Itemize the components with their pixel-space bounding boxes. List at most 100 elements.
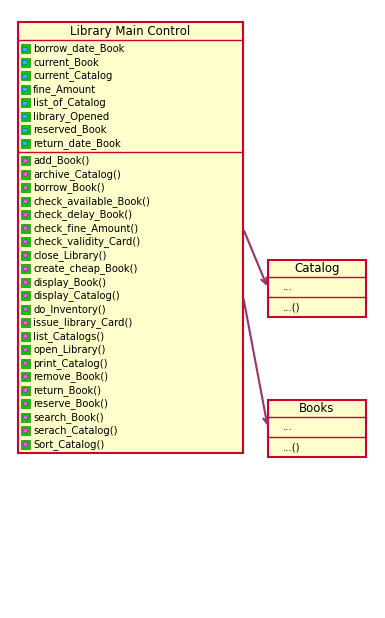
Bar: [21, 277, 30, 287]
Polygon shape: [23, 212, 28, 218]
Bar: [21, 305, 30, 314]
Bar: [271, 282, 280, 292]
Text: display_Book(): display_Book(): [33, 277, 106, 288]
Bar: [21, 399, 30, 408]
Polygon shape: [23, 441, 28, 447]
Text: Catalog: Catalog: [294, 262, 340, 275]
Bar: [21, 44, 30, 53]
Bar: [21, 386, 30, 395]
Polygon shape: [23, 307, 28, 312]
Polygon shape: [23, 293, 28, 298]
Bar: [268, 260, 366, 317]
Bar: [21, 71, 30, 80]
Bar: [22, 114, 27, 118]
Polygon shape: [23, 333, 28, 339]
Text: borrow_date_Book: borrow_date_Book: [33, 43, 124, 54]
Text: remove_Book(): remove_Book(): [33, 371, 108, 382]
Bar: [21, 57, 30, 67]
Polygon shape: [23, 401, 28, 407]
Text: ...(): ...(): [283, 442, 301, 452]
Bar: [21, 170, 30, 179]
Bar: [22, 87, 27, 91]
Text: ...: ...: [283, 422, 293, 432]
Polygon shape: [23, 185, 28, 190]
Text: return_Book(): return_Book(): [33, 385, 101, 396]
Bar: [21, 372, 30, 381]
Bar: [22, 60, 27, 64]
Bar: [22, 142, 27, 145]
Bar: [21, 224, 30, 233]
Text: list_Catalogs(): list_Catalogs(): [33, 331, 104, 342]
Text: borrow_Book(): borrow_Book(): [33, 182, 105, 193]
Text: open_Library(): open_Library(): [33, 344, 105, 355]
Text: create_cheap_Book(): create_cheap_Book(): [33, 263, 137, 274]
Text: add_Book(): add_Book(): [33, 155, 89, 166]
Polygon shape: [23, 171, 28, 177]
Text: check_delay_Book(): check_delay_Book(): [33, 210, 132, 220]
Bar: [21, 359, 30, 368]
Text: issue_library_Card(): issue_library_Card(): [33, 317, 132, 328]
Polygon shape: [23, 428, 28, 434]
Text: close_Library(): close_Library(): [33, 250, 106, 261]
Text: Sort_Catalog(): Sort_Catalog(): [33, 439, 104, 450]
Bar: [18, 22, 243, 453]
Text: serach_Catalog(): serach_Catalog(): [33, 425, 117, 436]
Bar: [21, 210, 30, 219]
Text: library_Opened: library_Opened: [33, 111, 109, 122]
Polygon shape: [23, 320, 28, 326]
Text: print_Catalog(): print_Catalog(): [33, 358, 107, 369]
Polygon shape: [23, 374, 28, 379]
Polygon shape: [23, 252, 28, 258]
Polygon shape: [23, 158, 28, 164]
Bar: [21, 237, 30, 246]
Polygon shape: [23, 198, 28, 204]
Text: do_Inventory(): do_Inventory(): [33, 304, 105, 315]
Text: list_of_Catalog: list_of_Catalog: [33, 97, 106, 108]
Polygon shape: [23, 360, 28, 366]
Bar: [272, 285, 277, 289]
Polygon shape: [23, 279, 28, 285]
Bar: [21, 332, 30, 341]
Bar: [21, 413, 30, 421]
Text: check_fine_Amount(): check_fine_Amount(): [33, 223, 138, 234]
Text: current_Catalog: current_Catalog: [33, 70, 112, 81]
Text: Library Main Control: Library Main Control: [70, 25, 191, 38]
Text: archive_Catalog(): archive_Catalog(): [33, 169, 121, 180]
Bar: [22, 47, 27, 51]
Bar: [268, 400, 366, 457]
Polygon shape: [23, 415, 28, 420]
Text: reserve_Book(): reserve_Book(): [33, 398, 108, 409]
Polygon shape: [23, 347, 28, 353]
Polygon shape: [273, 304, 278, 310]
Bar: [21, 98, 30, 108]
Text: return_date_Book: return_date_Book: [33, 138, 121, 149]
Text: reserved_Book: reserved_Book: [33, 124, 107, 135]
Bar: [271, 302, 280, 311]
Bar: [21, 345, 30, 354]
Text: check_validity_Card(): check_validity_Card(): [33, 236, 140, 247]
Text: check_available_Book(): check_available_Book(): [33, 196, 150, 206]
Text: search_Book(): search_Book(): [33, 412, 104, 423]
Text: ...: ...: [283, 282, 293, 292]
Bar: [21, 197, 30, 206]
Bar: [21, 156, 30, 165]
Polygon shape: [23, 226, 28, 231]
Bar: [22, 74, 27, 78]
Bar: [21, 440, 30, 449]
Bar: [272, 425, 277, 429]
Bar: [21, 139, 30, 148]
Polygon shape: [23, 387, 28, 393]
Bar: [271, 423, 280, 431]
Bar: [21, 112, 30, 121]
Bar: [21, 426, 30, 435]
Bar: [271, 442, 280, 452]
Text: ...(): ...(): [283, 302, 301, 312]
Bar: [21, 251, 30, 260]
Bar: [21, 291, 30, 300]
Text: current_Book: current_Book: [33, 57, 99, 68]
Polygon shape: [273, 444, 278, 450]
Bar: [22, 128, 27, 132]
Text: display_Catalog(): display_Catalog(): [33, 290, 120, 301]
Polygon shape: [23, 239, 28, 245]
Bar: [21, 318, 30, 328]
